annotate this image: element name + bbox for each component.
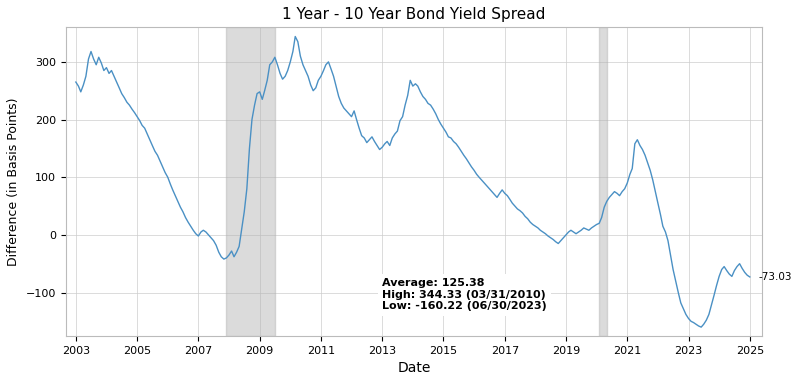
Text: -73.03: -73.03 <box>758 272 792 282</box>
Bar <box>599 27 606 336</box>
Text: Average: 125.38
High: 344.33 (03/31/2010)
Low: -160.22 (06/30/2023): Average: 125.38 High: 344.33 (03/31/2010… <box>382 278 547 311</box>
Bar <box>226 27 274 336</box>
Y-axis label: Difference (in Basis Points): Difference (in Basis Points) <box>7 97 20 266</box>
X-axis label: Date: Date <box>398 361 430 375</box>
Title: 1 Year - 10 Year Bond Yield Spread: 1 Year - 10 Year Bond Yield Spread <box>282 7 546 22</box>
